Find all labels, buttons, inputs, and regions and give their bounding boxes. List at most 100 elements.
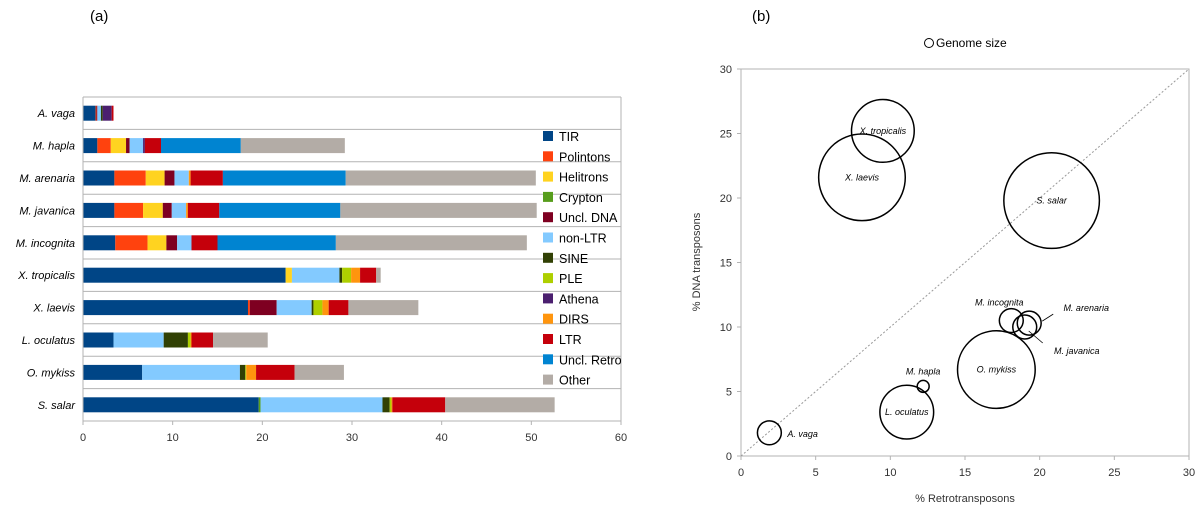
bar-segment (276, 300, 312, 316)
bar-segment (143, 138, 145, 154)
x-axis-title: % Retrotransposons (915, 493, 1015, 505)
bar-segment (83, 105, 96, 121)
bubble-legend: Genome size (924, 36, 1007, 50)
bar-segment (115, 235, 148, 251)
bubble (756, 420, 783, 446)
bar-segment (187, 202, 220, 218)
bar-segment (245, 364, 247, 380)
bar-segment (219, 202, 341, 218)
bar-segment (177, 235, 192, 251)
bar-segment (339, 267, 343, 283)
category-label: X. laevis (32, 303, 75, 315)
bar-segment (240, 138, 345, 154)
bar-segment (83, 235, 116, 251)
bar-segment (163, 332, 188, 348)
bar-segment (348, 300, 419, 316)
bubble-chart-axes: 0 5 10 15 20 25 30 0 5 10 15 20 25 30 (720, 64, 1195, 479)
bar-segment (322, 300, 329, 316)
bar-segment (171, 202, 187, 218)
legend-entry: SINE (559, 252, 588, 266)
bar-segment (145, 170, 165, 186)
bar-segment (213, 332, 268, 348)
x-tick-label: 5 (813, 467, 819, 479)
bubble-label: X. tropicalis (859, 126, 907, 136)
bar-segment (83, 300, 248, 316)
bubble-chart-bubbles: A. vaga M. hapla L. oculatus O. mykiss M. in… (756, 98, 1109, 446)
bar-chart-bars (83, 105, 555, 413)
bar-segment (83, 397, 259, 413)
bar-segment (249, 300, 277, 316)
legend-entry: TIR (559, 130, 579, 144)
y-tick-label: 30 (720, 64, 732, 76)
bar-segment (247, 300, 250, 316)
x-tick-label: 20 (256, 432, 268, 444)
legend-swatch (543, 334, 553, 344)
bubble (879, 384, 935, 440)
category-label: M. arenaria (19, 173, 75, 185)
bar-segment (129, 138, 144, 154)
category-label: O. mykiss (27, 367, 76, 379)
bar-segment (83, 364, 143, 380)
bar-segment (83, 170, 115, 186)
legend-swatch (543, 151, 553, 162)
bar-chart-x-axis: 0 10 20 30 40 50 60 (80, 97, 627, 444)
legend-swatch (543, 232, 553, 243)
legend-swatch (543, 191, 553, 202)
bar-segment (239, 364, 246, 380)
category-label: M. hapla (33, 141, 75, 153)
legend-entry: Helitrons (559, 171, 608, 185)
category-label: M. javanica (19, 205, 75, 217)
bar-segment (190, 170, 223, 186)
bar-segment (217, 235, 336, 251)
y-tick-label: 10 (720, 322, 732, 334)
bubble-label: O. mykiss (977, 365, 1017, 375)
legend-entry: DIRS (559, 313, 589, 327)
bubble-label: L. oculatus (885, 407, 929, 417)
bubble-label: X. laevis (844, 172, 880, 182)
bar-segment (147, 235, 167, 251)
bubble-label: S. salar (1036, 196, 1068, 206)
bar-segment (126, 138, 130, 154)
legend-swatch (543, 273, 553, 284)
bubble (916, 379, 930, 394)
bar-segment (391, 397, 393, 413)
bar-segment (382, 397, 390, 413)
bar-segment (83, 138, 98, 154)
bar-segment (260, 397, 383, 413)
bubble (956, 329, 1036, 410)
legend-entry: Other (559, 374, 590, 388)
bar-segment (164, 170, 175, 186)
y-axis-title: % DNA transposons (691, 212, 703, 311)
legend-swatch (543, 293, 553, 304)
panel-label-b: (b) (752, 8, 770, 25)
leader-line (1041, 313, 1054, 322)
bubble-label: M. incognita (975, 298, 1024, 308)
x-tick-label: 0 (738, 467, 744, 479)
legend-entry: Uncl. Retro (559, 353, 622, 367)
bubble-chart: (b) Genome size 0 5 10 15 20 25 30 0 5 10 15 20 25 30… (691, 8, 1195, 505)
category-label: L. oculatus (22, 335, 76, 347)
bubble-label: M. javanica (1054, 346, 1100, 356)
leader-line (1028, 330, 1043, 344)
x-tick-label: 50 (525, 432, 537, 444)
bar-segment (389, 397, 392, 413)
category-label: S. salar (38, 400, 77, 412)
bar-segment (114, 202, 144, 218)
bar-segment (294, 364, 344, 380)
bar-segment (83, 267, 286, 283)
diagonal-line (740, 68, 1190, 457)
bar-segment (114, 170, 146, 186)
bar-segment (351, 267, 361, 283)
bar-segment (102, 105, 112, 121)
bar-segment (191, 235, 218, 251)
bar-segment (311, 300, 314, 316)
category-label: A. vaga (37, 108, 75, 120)
category-label: M. incognita (16, 238, 75, 250)
legend-entry: Crypton (559, 191, 603, 205)
legend-entry: non-LTR (559, 232, 607, 246)
y-tick-label: 0 (726, 451, 732, 463)
x-tick-label: 60 (615, 432, 627, 444)
legend-entry: LTR (559, 333, 582, 347)
x-tick-label: 10 (167, 432, 179, 444)
